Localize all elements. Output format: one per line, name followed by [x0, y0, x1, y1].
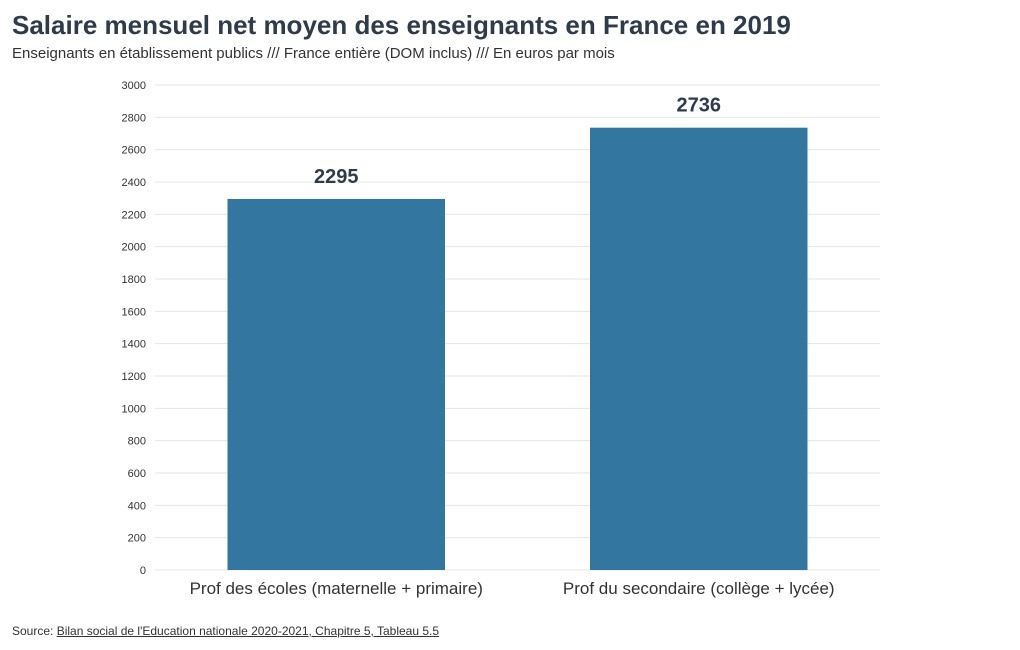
chart-title: Salaire mensuel net moyen des enseignant… [12, 10, 791, 40]
y-tick-label: 0 [140, 565, 146, 577]
y-tick-label: 1000 [122, 403, 146, 415]
x-category-label: Prof des écoles (maternelle + primaire) [190, 579, 483, 598]
y-tick-label: 200 [128, 533, 146, 545]
y-tick-label: 1800 [122, 274, 146, 286]
y-tick-label: 2800 [122, 112, 146, 124]
chart-subtitle: Enseignants en établissement publics ///… [12, 45, 615, 62]
y-tick-label: 600 [128, 468, 146, 480]
bars [227, 127, 808, 571]
y-tick-label: 1600 [122, 306, 146, 318]
y-tick-label: 2400 [122, 177, 146, 189]
y-tick-label: 3000 [122, 80, 146, 92]
y-tick-label: 2000 [122, 242, 146, 254]
source-link[interactable]: Bilan social de l'Education nationale 20… [56, 624, 440, 638]
bar [227, 198, 445, 570]
y-tick-label: 1400 [122, 339, 146, 351]
x-axis-labels: Prof des écoles (maternelle + primaire) P… [190, 579, 835, 598]
bar-value-label: 2736 [677, 95, 722, 117]
x-category-label: Prof du secondaire (collège + lycée) [563, 579, 835, 598]
y-tick-label: 800 [128, 436, 146, 448]
y-tick-label: 2200 [122, 209, 146, 221]
bar-value-label: 2295 [314, 166, 359, 188]
bar [590, 127, 808, 571]
y-tick-label: 1200 [122, 371, 146, 383]
source-prefix: Source: [12, 624, 57, 638]
y-tick-label: 400 [128, 500, 146, 512]
data-labels: 2295 2736 [314, 95, 721, 188]
y-axis-ticks: 0 200 400 600 800 1000 1200 1400 1600 1800 2000 220… [122, 80, 146, 577]
y-tick-label: 2600 [122, 145, 146, 157]
source-note: Source: Bilan social de l'Education nati… [12, 624, 439, 638]
